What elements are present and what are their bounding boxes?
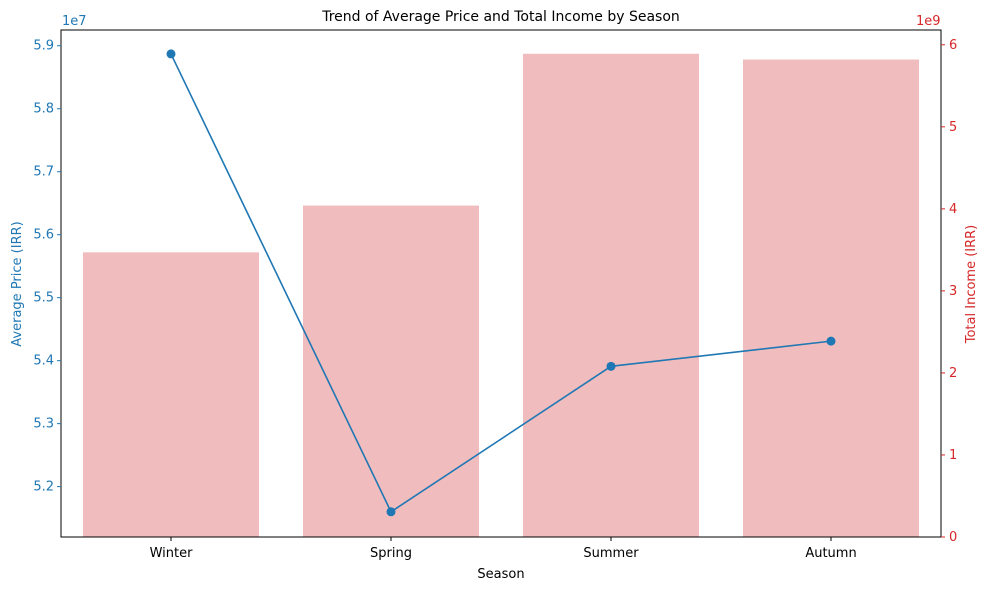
right-tick-label: 6 xyxy=(949,38,957,53)
right-tick-label: 5 xyxy=(949,120,957,135)
left-tick-label: 5.8 xyxy=(33,102,54,117)
bar-autumn xyxy=(743,59,919,537)
left-axis-label: Average Price (IRR) xyxy=(10,221,25,346)
left-axis-offset-label: 1e7 xyxy=(62,14,87,29)
axes-layer: 5.2 5.3 5.4 5.5 5.6 5.7 5.8 5.9 0 1 2 3 4 5 6 Winter Spr… xyxy=(33,29,957,561)
left-tick-label: 5.2 xyxy=(33,480,54,495)
price-point-spring xyxy=(386,507,396,517)
price-point-autumn xyxy=(826,336,836,346)
x-tick-label-winter: Winter xyxy=(150,546,194,561)
chart-title: Trend of Average Price and Total Income … xyxy=(321,9,680,25)
left-tick-label: 5.3 xyxy=(33,417,54,432)
bar-summer xyxy=(523,53,699,538)
bars-layer xyxy=(83,53,919,538)
plot-frame xyxy=(60,29,942,538)
right-tick-label: 3 xyxy=(949,284,957,299)
price-point-summer xyxy=(606,361,616,371)
left-tick-label: 5.5 xyxy=(33,291,54,306)
bar-spring xyxy=(303,205,479,537)
x-axis-label: Season xyxy=(477,567,524,582)
x-tick-label-summer: Summer xyxy=(583,546,639,561)
right-tick-label: 1 xyxy=(949,448,957,463)
x-tick-label-spring: Spring xyxy=(370,546,412,561)
right-axis-offset-label: 1e9 xyxy=(916,14,941,29)
right-tick-label: 0 xyxy=(949,530,957,545)
right-axis-label: Total Income (IRR) xyxy=(964,225,979,345)
right-tick-label: 2 xyxy=(949,366,957,381)
line-layer xyxy=(166,49,836,517)
price-line xyxy=(170,53,832,513)
left-tick-label: 5.9 xyxy=(33,39,54,54)
right-tick-label: 4 xyxy=(949,202,957,217)
left-tick-label: 5.4 xyxy=(33,354,54,369)
price-point-winter xyxy=(166,49,176,59)
left-tick-label: 5.6 xyxy=(33,228,54,243)
bar-winter xyxy=(83,252,259,537)
left-tick-label: 5.7 xyxy=(33,165,54,180)
x-tick-label-autumn: Autumn xyxy=(805,546,856,561)
